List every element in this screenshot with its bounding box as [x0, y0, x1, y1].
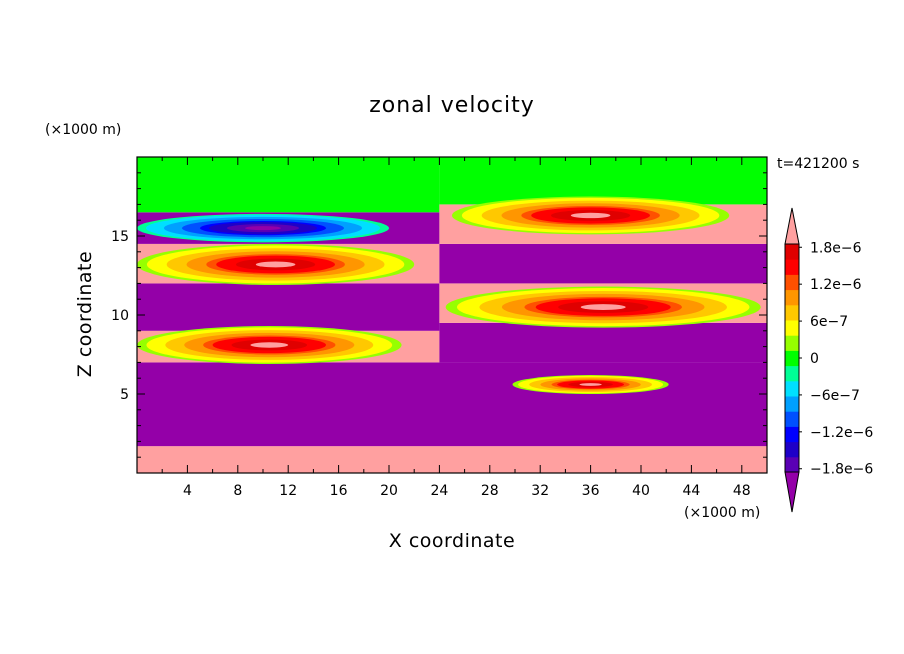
contour-level [585, 383, 597, 386]
contour-level [254, 227, 272, 230]
colorbar-band [785, 411, 799, 427]
x-tick-label: 8 [233, 483, 242, 499]
y-axis-ticks: 5 10 15 [111, 172, 767, 458]
colorbar-tick-label: 1.8e−6 [810, 240, 862, 256]
x-axis-title: X coordinate [389, 530, 515, 552]
field-cell [137, 446, 767, 473]
chart-title: zonal velocity [369, 93, 535, 118]
x-tick-label: 20 [380, 483, 398, 499]
colorbar-tick-label: 1.2e−6 [810, 277, 862, 293]
field-cell [439, 322, 767, 363]
colorbar-tick-label: 0 [810, 351, 819, 367]
colorbar-band [785, 380, 799, 397]
contour-level [265, 262, 286, 266]
colorbar: 1.8e−6 1.2e−6 6e−7 0 −6e−7 −1.2e−6 −1.8e−6 [784, 207, 873, 513]
colorbar-band [785, 335, 799, 351]
colorbar-band [785, 365, 799, 382]
field-cell [439, 157, 767, 205]
colorbar-tick-label: 6e−7 [810, 314, 848, 330]
y-tick-label: 15 [111, 229, 129, 245]
x-tick-label: 32 [531, 483, 549, 499]
colorbar-tick-label: −1.2e−6 [810, 425, 873, 441]
contour-level [580, 214, 601, 217]
field-cell [137, 362, 767, 447]
y-unit-label: (×1000 m) [45, 122, 121, 138]
field-cell [439, 243, 767, 284]
contour-level [259, 343, 279, 347]
colorbar-band [785, 426, 799, 443]
colorbar-band [785, 304, 799, 321]
contour-level [591, 305, 615, 309]
colorbar-band [785, 396, 799, 412]
y-tick-label: 10 [111, 308, 129, 324]
y-axis-title: Z coordinate [74, 251, 96, 377]
colorbar-extend-max [784, 207, 800, 245]
x-tick-label: 48 [733, 483, 751, 499]
x-tick-label: 4 [183, 483, 192, 499]
colorbar-band [785, 289, 799, 306]
field-cell [137, 283, 440, 331]
field-cell [137, 157, 440, 213]
colorbar-band [785, 350, 799, 367]
colorbar-band [785, 244, 799, 260]
colorbar-tick-label: −1.8e−6 [810, 462, 873, 478]
colorbar-band [785, 441, 799, 458]
y-tick-label: 5 [120, 387, 129, 403]
time-label: t=421200 s [777, 156, 859, 172]
x-tick-label: 28 [481, 483, 499, 499]
colorbar-band [785, 320, 799, 336]
colorbar-band [785, 456, 799, 473]
x-tick-label: 12 [279, 483, 297, 499]
x-unit-label: (×1000 m) [684, 505, 760, 521]
plot-area [136, 156, 768, 474]
colorbar-extend-min [784, 471, 800, 513]
colorbar-band [785, 274, 799, 291]
x-tick-label: 24 [430, 483, 448, 499]
field-layer [137, 157, 767, 473]
x-axis-ticks: 4 8 12 16 20 24 28 32 36 40 44 48 [161, 157, 751, 499]
x-tick-label: 40 [632, 483, 650, 499]
x-tick-label: 44 [682, 483, 700, 499]
colorbar-tick-label: −6e−7 [810, 388, 860, 404]
x-tick-label: 16 [330, 483, 348, 499]
colorbar-band [785, 259, 799, 275]
x-tick-label: 36 [582, 483, 600, 499]
